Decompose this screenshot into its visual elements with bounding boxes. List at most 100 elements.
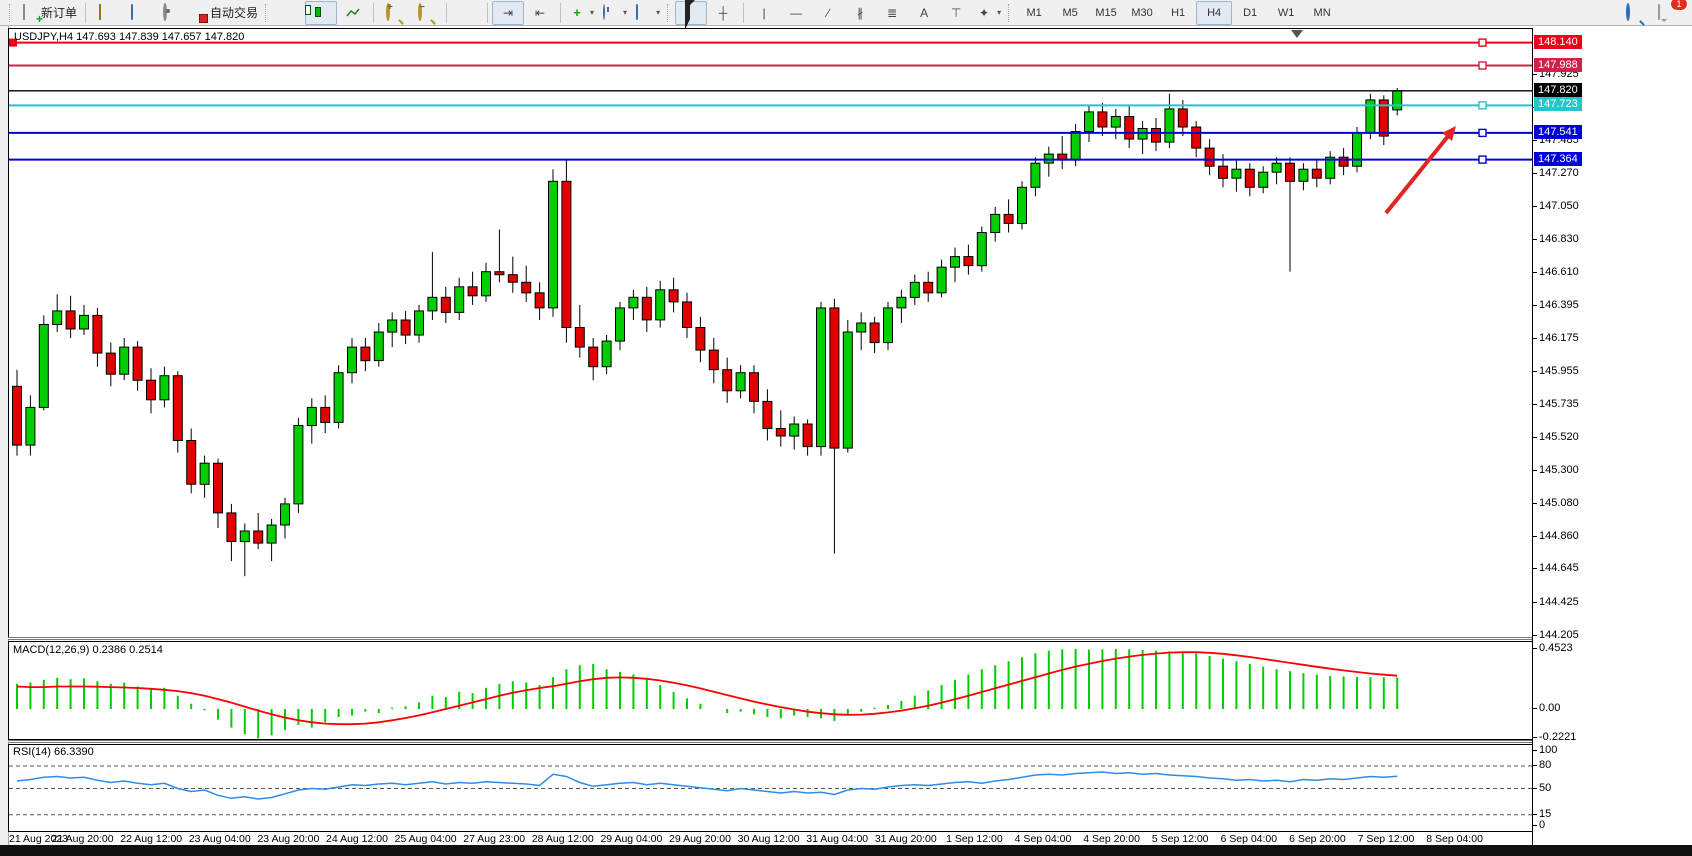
periods-button[interactable]: ▾ xyxy=(598,1,631,25)
axis-tick-label: 144.860 xyxy=(1539,530,1579,543)
channel-icon: ∦ xyxy=(857,5,864,20)
tab-timeframe-D1[interactable]: D1 xyxy=(1243,6,1258,19)
market-watch-button[interactable] xyxy=(90,1,122,25)
chart-shift-marker xyxy=(1291,30,1303,38)
price-axis[interactable] xyxy=(1532,28,1533,845)
price-line-badge: 147.723 xyxy=(1534,97,1582,112)
tile-windows-button[interactable] xyxy=(451,1,483,25)
zoom-out-button[interactable]: − xyxy=(410,1,442,25)
tab-timeframe-MN[interactable]: MN xyxy=(1313,6,1331,19)
axis-tick xyxy=(1533,502,1537,504)
autotrade-button[interactable]: 自动交易 xyxy=(186,1,262,25)
tab-timeframe-W1[interactable]: W1 xyxy=(1277,6,1295,19)
time-axis-label: 24 Aug 12:00 xyxy=(326,833,388,845)
axis-tick xyxy=(1533,172,1537,174)
notification-badge: 1 xyxy=(1670,0,1688,11)
toolbar-grip[interactable] xyxy=(9,3,14,22)
time-axis-label: 23 Aug 20:00 xyxy=(257,833,320,845)
time-axis-label: 4 Sep 04:00 xyxy=(1014,833,1072,845)
macd-chart[interactable] xyxy=(9,642,1532,739)
new-order-button[interactable]: 新订单 xyxy=(17,1,81,25)
axis-tick xyxy=(1533,634,1537,636)
notifications-icon xyxy=(1658,3,1660,20)
price-line-badge: 147.820 xyxy=(1534,82,1582,97)
axis-tick-label: 146.830 xyxy=(1539,233,1579,246)
axis-tick-label: 145.080 xyxy=(1539,496,1579,509)
axis-tick-label: 144.425 xyxy=(1539,595,1579,608)
tab-timeframe-M30[interactable]: M30 xyxy=(1131,6,1153,19)
tab-timeframe-M1[interactable]: M1 xyxy=(1026,6,1042,19)
candlestick-chart-button[interactable] xyxy=(305,0,338,25)
tab-timeframe-M5[interactable]: M5 xyxy=(1062,6,1078,19)
channel-tool-button[interactable]: ∦ xyxy=(844,1,876,25)
axis-tick-label: 145.955 xyxy=(1539,364,1579,377)
time-axis-label: 23 Aug 04:00 xyxy=(188,833,251,845)
macd-panel[interactable] xyxy=(8,641,1533,740)
text-icon: A xyxy=(920,5,929,20)
horizontal-line-tool-button[interactable]: — xyxy=(780,1,812,25)
auto-scroll-button[interactable]: ⇤ xyxy=(524,1,556,25)
time-axis-label: 6 Sep 20:00 xyxy=(1289,833,1346,845)
templates-button[interactable]: ▾ xyxy=(631,1,664,25)
rsi-panel[interactable] xyxy=(8,744,1533,832)
line-chart-button[interactable] xyxy=(337,1,369,25)
axis-tick-label: 147.050 xyxy=(1539,199,1579,212)
annotation-arrow xyxy=(1384,126,1456,215)
price-line-badge: 148.140 xyxy=(1534,34,1582,49)
line-handle xyxy=(1478,101,1487,110)
time-axis-label: 31 Aug 20:00 xyxy=(874,833,937,845)
indicators-icon: + xyxy=(573,4,581,20)
time-axis-label: 29 Aug 04:00 xyxy=(600,833,663,845)
text-tool-button[interactable]: A xyxy=(908,1,940,25)
cursor-tool-button[interactable] xyxy=(675,0,708,30)
crosshair-tool-button[interactable]: ┼ xyxy=(707,1,739,25)
tab-timeframe-M15[interactable]: M15 xyxy=(1095,6,1117,19)
time-axis-label: 31 Aug 04:00 xyxy=(806,833,869,845)
notifications-button[interactable]: 1 xyxy=(1650,0,1688,25)
zoom-in-button[interactable]: + xyxy=(378,1,410,25)
chart-window-icon xyxy=(131,3,134,20)
trendline-icon: ∕ xyxy=(827,5,830,20)
chevron-down-icon: ▾ xyxy=(623,8,628,17)
timeframe-group: M1 M5 M15 M30 H1 H4 D1 W1 MN xyxy=(1016,0,1340,25)
axis-tick-label: 146.610 xyxy=(1539,266,1579,279)
candlestick-chart[interactable] xyxy=(9,29,1532,637)
time-axis-label: 25 Aug 04:00 xyxy=(394,833,457,845)
line-handle xyxy=(1478,128,1487,138)
main-chart-panel[interactable] xyxy=(8,28,1533,638)
crosshair-icon: ┼ xyxy=(718,5,728,20)
axis-tick-label: 145.735 xyxy=(1539,398,1579,411)
tab-timeframe-H4[interactable]: H4 xyxy=(1196,0,1233,25)
chevron-down-icon: ▾ xyxy=(997,8,1002,17)
tab-timeframe-H1[interactable]: H1 xyxy=(1171,6,1186,19)
cursor-icon xyxy=(685,0,696,30)
signals-button[interactable] xyxy=(154,1,186,25)
axis-tick-label: 0 xyxy=(1539,819,1546,831)
signal-icon xyxy=(163,2,168,21)
search-button[interactable] xyxy=(1618,1,1650,25)
new-order-label: 新订单 xyxy=(41,6,78,20)
trendline-tool-button[interactable]: ∕ xyxy=(812,1,844,25)
axis-tick-label: 80 xyxy=(1539,759,1552,771)
panel-separator[interactable] xyxy=(8,740,1532,743)
time-axis-label: 29 Aug 20:00 xyxy=(669,833,731,845)
auto-scroll-icon: ⇤ xyxy=(535,5,546,20)
arrows-tool-button[interactable]: ✦ ▾ xyxy=(972,1,1005,25)
rsi-chart[interactable] xyxy=(9,745,1532,831)
new-order-icon xyxy=(23,3,25,20)
panel-separator[interactable] xyxy=(8,637,1532,640)
fibonacci-tool-button[interactable]: ≣ xyxy=(876,1,908,25)
axis-tick xyxy=(1533,140,1537,142)
axis-tick xyxy=(1533,239,1537,241)
bar-chart-button[interactable] xyxy=(273,1,305,25)
axis-tick-label: 145.520 xyxy=(1539,430,1579,443)
vertical-line-tool-button[interactable]: | xyxy=(748,1,780,25)
chart-shift-button[interactable]: ⇥ xyxy=(492,0,525,25)
text-label-tool-button[interactable]: ⊤ xyxy=(940,1,972,25)
fibonacci-icon: ≣ xyxy=(887,5,898,20)
indicators-button[interactable]: + ▾ xyxy=(565,1,598,25)
horizontal-line-icon: — xyxy=(790,5,803,20)
axis-tick xyxy=(1533,404,1537,406)
new-chart-button[interactable] xyxy=(122,1,154,25)
